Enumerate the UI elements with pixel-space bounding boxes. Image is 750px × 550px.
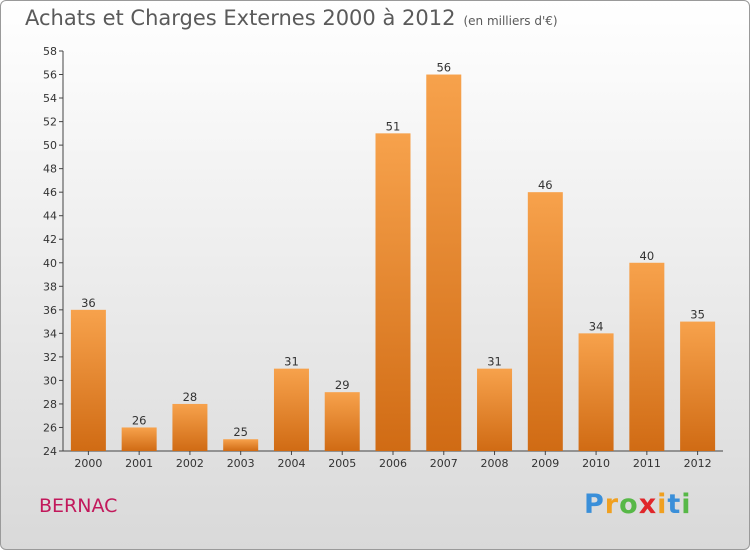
logo-letter: o <box>619 489 639 520</box>
y-tick-label: 30 <box>43 374 57 387</box>
y-tick-label: 50 <box>43 139 57 152</box>
data-label-2008: 31 <box>487 355 502 369</box>
y-tick-label: 26 <box>43 421 57 434</box>
data-label-2000: 36 <box>81 296 96 310</box>
logo-letter: x <box>638 489 658 520</box>
chart-unit: (en milliers d'€) <box>463 14 558 28</box>
x-tick-label-2009: 2009 <box>531 457 559 470</box>
data-label-2010: 34 <box>589 319 604 333</box>
y-axis: 24 26 28 30 32 34 36 38 40 42 44 46 48 50 52 54 56 58 <box>43 45 64 458</box>
x-tick-label-2008: 2008 <box>481 457 509 470</box>
logo-letter: i <box>681 489 692 520</box>
bar-2008 <box>477 368 513 451</box>
y-tick-label: 36 <box>43 304 57 317</box>
y-tick-label: 38 <box>43 280 57 293</box>
y-tick-label: 40 <box>43 257 57 270</box>
commune-name: BERNAC <box>39 495 118 517</box>
bar-2012 <box>680 321 716 451</box>
x-tick-label-2010: 2010 <box>582 457 610 470</box>
data-label-2005: 29 <box>335 378 350 392</box>
y-tick-label: 28 <box>43 398 57 411</box>
data-label-2006: 51 <box>386 119 401 133</box>
bar-2004 <box>273 368 309 451</box>
x-tick-label-2007: 2007 <box>430 457 458 470</box>
bars: 36 26 28 25 31 29 51 56 31 46 34 40 35 <box>70 61 716 452</box>
y-tick-label: 52 <box>43 116 57 129</box>
data-label-2004: 31 <box>284 355 299 369</box>
bar-2009 <box>527 192 563 452</box>
logo-letter: r <box>604 489 620 520</box>
y-tick-label: 58 <box>43 45 57 58</box>
data-label-2012: 35 <box>690 308 705 322</box>
x-tick-label-2004: 2004 <box>277 457 305 470</box>
data-label-2002: 28 <box>183 390 198 404</box>
bar-2007 <box>426 74 462 451</box>
y-tick-label: 56 <box>43 69 57 82</box>
data-label-2001: 26 <box>132 413 147 427</box>
data-label-2011: 40 <box>640 249 655 263</box>
x-tick-label-2006: 2006 <box>379 457 407 470</box>
bar-2005 <box>324 392 360 451</box>
bar-2011 <box>629 262 665 451</box>
y-tick-label: 32 <box>43 351 57 364</box>
data-label-2003: 25 <box>233 425 248 439</box>
x-tick-label-2011: 2011 <box>633 457 661 470</box>
bar-2000 <box>70 309 106 451</box>
bar-2003 <box>223 439 259 451</box>
x-tick-label-2012: 2012 <box>684 457 712 470</box>
y-tick-label: 42 <box>43 233 57 246</box>
logo-letter: P <box>584 489 605 520</box>
bar-2001 <box>121 427 157 451</box>
x-tick-label-2000: 2000 <box>74 457 102 470</box>
bar-2006 <box>375 133 411 451</box>
y-tick-label: 44 <box>43 210 57 223</box>
y-tick-label: 34 <box>43 327 57 340</box>
bar-2010 <box>578 333 614 451</box>
x-tick-label-2001: 2001 <box>125 457 153 470</box>
data-label-2007: 56 <box>436 61 451 75</box>
proxiti-logo: Proxiti <box>584 489 692 520</box>
x-tick-label-2002: 2002 <box>176 457 204 470</box>
title-block: Achats et Charges Externes 2000 à 2012 (e… <box>25 6 558 30</box>
logo-letter: t <box>667 489 682 520</box>
x-tick-label-2003: 2003 <box>227 457 255 470</box>
y-tick-label: 46 <box>43 186 57 199</box>
data-label-2009: 46 <box>538 178 553 192</box>
logo-letter: i <box>657 489 668 520</box>
x-axis: 2000 2001 2002 2003 2004 2005 2006 2007 2008 2009… <box>63 450 723 470</box>
y-tick-label: 24 <box>43 445 57 458</box>
y-tick-label: 48 <box>43 163 57 176</box>
chart-title: Achats et Charges Externes 2000 à 2012 <box>25 6 456 30</box>
bar-2002 <box>172 403 208 451</box>
x-tick-label-2005: 2005 <box>328 457 356 470</box>
y-tick-label: 54 <box>43 92 57 105</box>
